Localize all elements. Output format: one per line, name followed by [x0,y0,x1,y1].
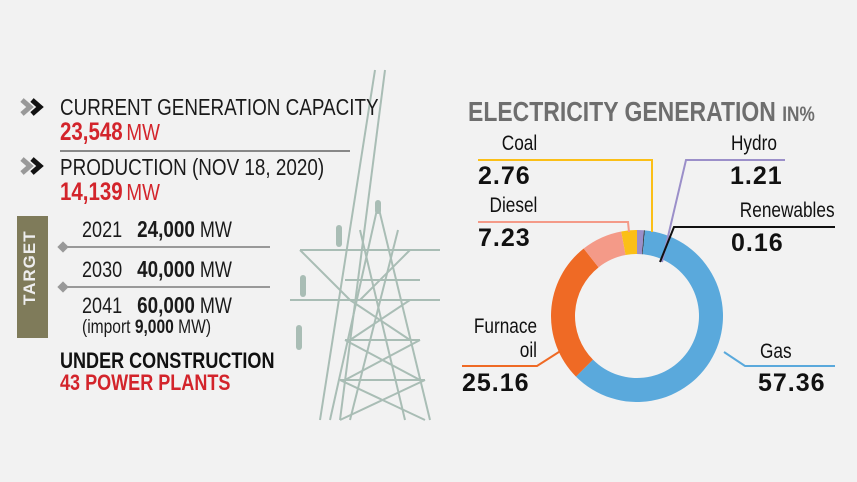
chevron-icon [20,98,44,116]
furnace-label: Furnace [473,315,537,338]
coal-leader [478,159,653,232]
hydro-leader [661,159,785,263]
renewables-label: Renewables [740,199,835,222]
chevron-icon [20,157,44,175]
gas-value: 57.36 [758,369,826,397]
slice-renewables [642,230,645,255]
production-value: 14,139 MW [60,178,160,206]
furnace-leader [462,349,563,367]
slice-gas [575,230,723,402]
target-2021: 2021 24,000 MW [82,216,232,242]
coal-value: 2.76 [478,162,531,190]
gas-label: Gas [760,340,792,363]
furnace-value: 25.16 [462,369,530,397]
target-2030: 2030 40,000 MW [82,256,232,282]
diesel-value: 7.23 [478,224,531,252]
renewables-value: 0.16 [731,229,784,257]
furnace-label-2: oil [519,339,537,362]
slice-diesel [583,231,626,268]
under-construction-value: 43 POWER PLANTS [60,370,231,395]
diesel-label: Diesel [489,194,537,217]
capacity-value: 23,548 MW [60,118,160,146]
capacity-label: CURRENT GENERATION CAPACITY [60,94,379,120]
target-2041: 2041 60,000 MW [82,292,232,318]
production-label: PRODUCTION (NOV 18, 2020) [60,154,325,180]
import-note: (import 9,000 MW) [82,317,212,338]
coal-label: Coal [501,132,537,155]
hydro-label: Hydro [731,132,777,155]
renewables-leader [659,226,835,263]
chart-title: ELECTRICITY GENERATION IN% [468,96,815,127]
target-box [17,216,48,338]
under-construction-label: UNDER CONSTRUCTION [60,348,275,373]
diesel-leader [478,221,630,233]
slice-hydro [637,230,644,255]
hydro-value: 1.21 [730,162,783,190]
slice-furnace-oil [551,248,599,377]
slice-coal [621,230,637,256]
gas-leader [723,351,835,367]
